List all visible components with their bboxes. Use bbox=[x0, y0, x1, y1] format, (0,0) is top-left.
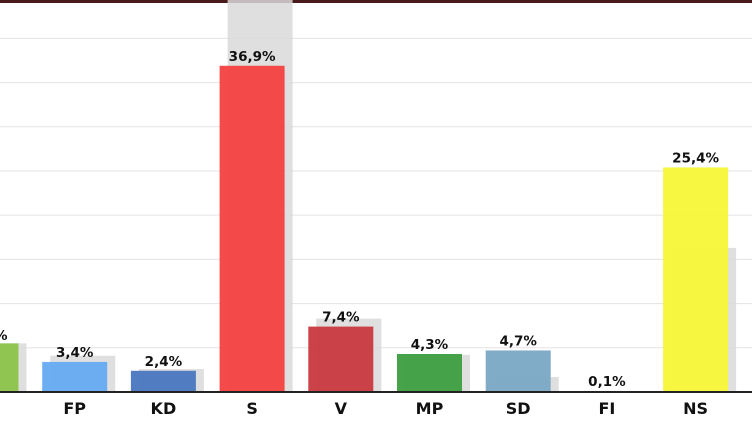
category-labels: FP KD S V MP SD FI NS bbox=[63, 399, 708, 418]
category-label-v: V bbox=[335, 399, 348, 418]
value-label-kd: 2,4% bbox=[145, 354, 183, 370]
category-label-mp: MP bbox=[416, 399, 444, 418]
gridlines bbox=[0, 37, 752, 349]
value-label-mp: 4,3% bbox=[411, 337, 449, 353]
category-label-sd: SD bbox=[506, 399, 531, 418]
category-label-kd: KD bbox=[151, 399, 177, 418]
category-label-fp: FP bbox=[63, 399, 86, 418]
value-label-fi: 0,1% bbox=[588, 374, 626, 390]
category-label-fi: FI bbox=[598, 399, 615, 418]
bar-ns bbox=[663, 167, 729, 392]
bar-c bbox=[0, 343, 19, 392]
value-label-fp: 3,4% bbox=[56, 345, 94, 361]
bar-v bbox=[308, 326, 374, 392]
bar-fp bbox=[42, 361, 108, 392]
previous-series-bars bbox=[0, 0, 737, 393]
bar-s bbox=[219, 65, 285, 393]
value-label-v: 7,4% bbox=[322, 310, 360, 326]
value-label-sd: 4,7% bbox=[499, 333, 537, 349]
value-label-s: 36,9% bbox=[229, 49, 276, 65]
bar-sd bbox=[485, 350, 551, 392]
category-label-s: S bbox=[246, 399, 258, 418]
value-label-c-fragment: % bbox=[0, 328, 8, 344]
bar-mp bbox=[397, 353, 462, 392]
top-border bbox=[0, 0, 752, 3]
bar-kd bbox=[130, 370, 196, 392]
value-labels: 3,4% 2,4% 36,9% 7,4% 4,3% 4,7% 0,1% 25,4%% bbox=[0, 49, 719, 390]
current-series-bars bbox=[0, 65, 729, 393]
category-label-ns: NS bbox=[683, 399, 708, 418]
value-label-ns: 25,4% bbox=[672, 150, 719, 166]
